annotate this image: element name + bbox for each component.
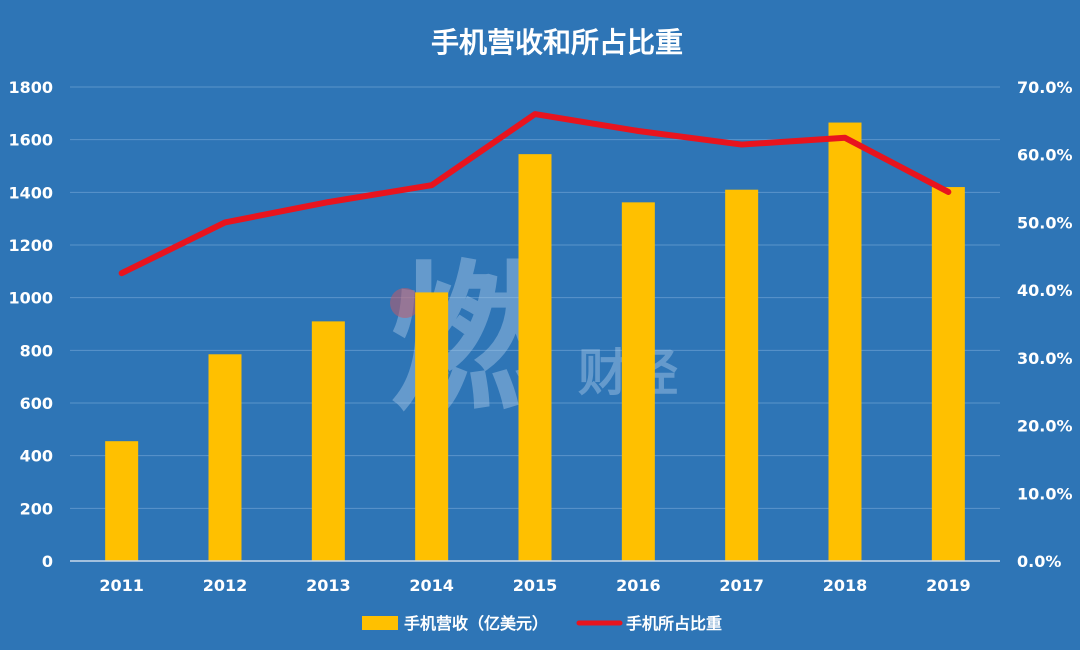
x-tick-label: 2017 [719,576,764,595]
x-tick-label: 2015 [513,576,558,595]
line-series [118,111,952,277]
x-tick-label: 2016 [616,576,661,595]
bar [621,202,655,561]
y-right-tick-label: 60.0% [1017,146,1073,165]
x-tick-label: 2011 [99,576,144,595]
x-tick-label: 2012 [203,576,248,595]
y-right-tick-label: 40.0% [1017,281,1073,300]
x-tick-label: 2018 [823,576,868,595]
bar-series [105,122,965,562]
x-tick-label: 2014 [409,576,454,595]
y-right-tick-label: 70.0% [1017,78,1073,97]
y-right-tick-label: 10.0% [1017,484,1073,503]
y-right-tick-label: 20.0% [1017,417,1073,436]
y-left-tick-label: 400 [20,447,53,466]
bar [725,189,759,561]
x-tick-label: 2019 [926,576,971,595]
y-left-tick-label: 1800 [8,78,53,97]
y-left-tick-label: 1200 [8,236,53,255]
y-left-tick-label: 0 [42,552,53,571]
bar [208,354,242,561]
legend: 手机营收（亿美元） 手机所占比重 [362,614,722,633]
bar [311,321,345,561]
y-right-tick-label: 30.0% [1017,349,1073,368]
bar [518,154,552,561]
watermark-dot [390,288,420,318]
legend-bar-swatch [362,616,398,630]
y-left-tick-label: 200 [20,499,53,518]
y-left-tick-label: 1400 [8,183,53,202]
y-left-tick-label: 1000 [8,289,53,308]
bar [415,292,449,561]
bar [105,441,139,561]
chart-title: 手机营收和所占比重 [431,26,683,59]
bar [931,187,965,562]
legend-line-label: 手机所占比重 [626,614,722,633]
y-left-tick-label: 800 [20,341,53,360]
y-right-tick-label: 0.0% [1017,552,1061,571]
axes: 0 200 400 600 800 1000 1200 1400 1600 1800 0.0% 10.… [8,78,1072,595]
y-right-tick-label: 50.0% [1017,213,1073,232]
bar [828,122,862,562]
x-tick-label: 2013 [306,576,351,595]
y-left-tick-label: 600 [20,394,53,413]
legend-bar-label: 手机营收（亿美元） [404,614,548,633]
y-left-tick-label: 1600 [8,131,53,150]
